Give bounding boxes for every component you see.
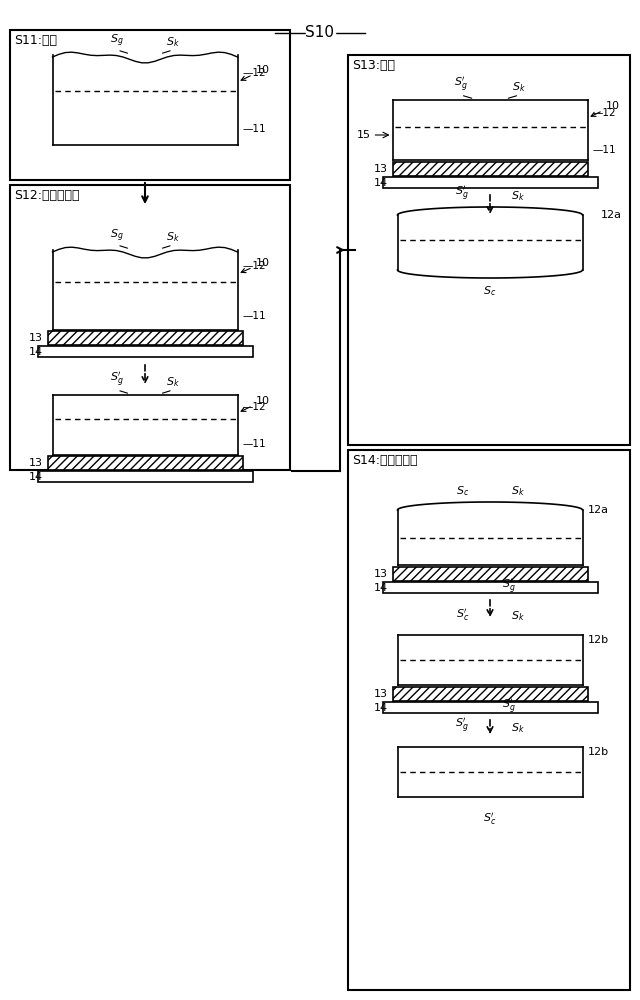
Text: 14: 14 [373, 583, 387, 593]
Text: $S_k$: $S_k$ [511, 721, 525, 735]
FancyBboxPatch shape [10, 185, 290, 470]
Text: $S_c$: $S_c$ [483, 284, 497, 298]
Text: —11: —11 [243, 311, 266, 321]
Text: $S_g'$: $S_g'$ [454, 75, 468, 94]
Text: 13: 13 [374, 164, 387, 174]
Text: S11:准备: S11:准备 [14, 34, 57, 47]
Text: $S_c'$: $S_c'$ [456, 607, 469, 623]
Text: —11: —11 [593, 145, 616, 155]
Text: 10: 10 [241, 396, 269, 411]
Bar [392, 567, 588, 581]
Bar [383, 177, 598, 188]
Text: 12b: 12b [588, 747, 609, 757]
Text: 10: 10 [241, 65, 269, 80]
Text: S14:切断面研磨: S14:切断面研磨 [352, 454, 417, 467]
Text: $S_k$: $S_k$ [166, 375, 180, 389]
Bar [392, 687, 588, 701]
Text: $S_k$: $S_k$ [166, 230, 180, 244]
Text: $S_g$: $S_g$ [111, 228, 124, 244]
Text: $S_g'$: $S_g'$ [111, 370, 124, 389]
Text: $S_k$: $S_k$ [511, 189, 525, 203]
Bar [47, 331, 243, 345]
Text: —11: —11 [243, 439, 266, 449]
Text: S13:分离: S13:分离 [352, 59, 395, 72]
Text: $S_k$: $S_k$ [166, 35, 180, 49]
Text: S10: S10 [305, 25, 335, 40]
Text: 13: 13 [374, 569, 387, 579]
Text: 14: 14 [28, 347, 42, 357]
Text: 12a: 12a [588, 505, 609, 515]
Text: S12:生长面加工: S12:生长面加工 [14, 189, 79, 202]
Text: —12: —12 [243, 261, 266, 271]
Text: $S_c'$: $S_c'$ [483, 811, 497, 827]
Text: 13: 13 [29, 458, 42, 468]
Text: $S_k$: $S_k$ [511, 609, 525, 623]
Bar [38, 471, 253, 482]
Text: 15: 15 [356, 130, 371, 140]
Text: $S_k$: $S_k$ [513, 80, 526, 94]
Text: 14: 14 [28, 472, 42, 482]
FancyBboxPatch shape [10, 30, 290, 180]
Text: 10: 10 [591, 101, 620, 116]
Text: $S_g'$: $S_g'$ [456, 716, 469, 735]
Text: 13: 13 [374, 689, 387, 699]
Bar [38, 346, 253, 357]
Text: $S_g$: $S_g$ [111, 33, 124, 49]
Text: —12: —12 [243, 68, 266, 78]
Text: $S_g'$: $S_g'$ [456, 184, 469, 203]
FancyBboxPatch shape [348, 55, 630, 445]
Text: 10: 10 [241, 258, 269, 273]
Text: 13: 13 [29, 333, 42, 343]
Bar [47, 456, 243, 470]
Text: $S_c$: $S_c$ [456, 484, 469, 498]
Bar [383, 702, 598, 713]
Text: —12: —12 [593, 108, 616, 118]
Text: 12a: 12a [600, 210, 621, 220]
Text: $S_g'$: $S_g'$ [502, 697, 515, 716]
Text: $S_g'$: $S_g'$ [502, 577, 515, 596]
Text: 12b: 12b [588, 635, 609, 645]
Text: —11: —11 [243, 124, 266, 134]
Text: —12: —12 [243, 402, 266, 412]
Text: 14: 14 [373, 178, 387, 188]
Text: 14: 14 [373, 703, 387, 713]
Bar [392, 162, 588, 176]
FancyBboxPatch shape [348, 450, 630, 990]
Bar [383, 582, 598, 593]
Text: $S_k$: $S_k$ [511, 484, 525, 498]
